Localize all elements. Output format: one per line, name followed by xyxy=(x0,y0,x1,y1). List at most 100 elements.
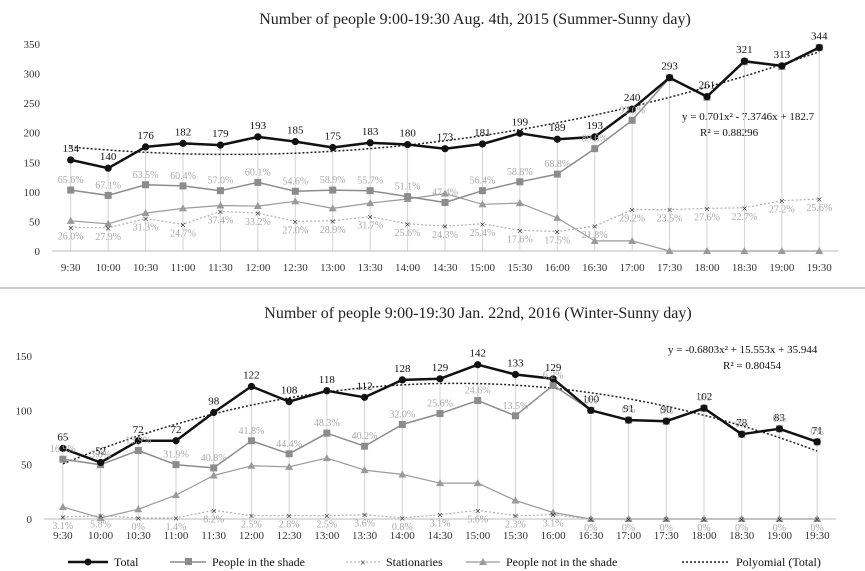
x-tick-label: 17:00 xyxy=(620,262,646,274)
point-stationaries: × xyxy=(814,514,820,526)
point-stationaries: × xyxy=(142,213,148,225)
data-label-total: 176 xyxy=(137,130,154,142)
x-tick-label: 18:00 xyxy=(691,530,717,542)
data-label-total: 129 xyxy=(432,362,449,374)
data-label-stationary-pct: 0% xyxy=(697,523,710,534)
data-label-shade-pct: 31.9% xyxy=(163,450,189,461)
point-total xyxy=(587,406,595,414)
data-label-stationary-pct: 3.1% xyxy=(543,519,564,530)
point-stationaries: × xyxy=(399,513,405,525)
point-stationaries: × xyxy=(361,510,367,522)
point-shade xyxy=(285,450,293,458)
point-not-shade xyxy=(322,454,331,462)
data-label-total: 98 xyxy=(208,396,220,408)
data-label-stationary-pct: 1.4% xyxy=(166,522,187,533)
x-tick-label: 9:30 xyxy=(61,262,81,274)
data-label-shade-pct: 6.2% xyxy=(543,370,564,381)
data-label-stationary-pct: 0% xyxy=(622,523,635,534)
point-total xyxy=(329,143,337,152)
point-shade xyxy=(591,145,599,153)
x-tick-label: 18:30 xyxy=(732,262,758,274)
point-total xyxy=(59,444,67,452)
point-stationaries: × xyxy=(666,205,672,217)
x-tick-label: 16:00 xyxy=(541,530,567,542)
point-total xyxy=(254,133,262,141)
x-tick-label: 14:00 xyxy=(390,530,416,542)
data-label-stationary-pct: 3.1% xyxy=(52,521,73,532)
data-label-total: 293 xyxy=(661,61,678,73)
point-shade xyxy=(398,420,406,428)
point-not-shade xyxy=(511,496,520,504)
x-tick-label: 14:30 xyxy=(432,262,458,274)
point-total xyxy=(360,393,369,401)
point-total xyxy=(366,139,374,147)
point-stationaries: × xyxy=(367,212,373,224)
point-stationaries: × xyxy=(550,510,556,522)
point-shade xyxy=(216,187,224,195)
point-stationaries: × xyxy=(292,216,298,228)
point-shade xyxy=(104,191,112,199)
data-label-total: 102 xyxy=(696,391,713,403)
point-not-shade xyxy=(665,247,674,254)
point-total xyxy=(478,140,487,148)
data-label-shade-pct: 60.1% xyxy=(245,167,271,178)
data-label-shade-pct: 56.4% xyxy=(470,176,496,187)
data-label-stationary-pct: 25.6% xyxy=(395,228,421,239)
point-stationaries: × xyxy=(741,203,747,215)
point-total xyxy=(628,105,636,113)
point-stationaries: × xyxy=(475,505,481,517)
data-label-stationary-pct: 5.6% xyxy=(467,514,488,525)
y-tick-label: 150 xyxy=(16,351,33,363)
data-label-total: 182 xyxy=(175,126,192,138)
legend-marker xyxy=(479,558,487,565)
data-label-stationary-pct: 0.8% xyxy=(392,522,413,533)
point-shade xyxy=(404,193,412,201)
data-label-shade-pct: 44.4% xyxy=(276,439,302,450)
point-shade xyxy=(142,181,150,189)
point-stationaries: × xyxy=(588,514,594,526)
x-tick-label: 19:30 xyxy=(805,530,831,542)
x-tick-label: 16:00 xyxy=(545,262,571,274)
data-label-stationary-pct: 2.5% xyxy=(316,520,337,531)
data-label-stationary-pct: 33.2% xyxy=(245,217,271,228)
data-label-stationary-pct: 25.6% xyxy=(806,203,832,214)
x-tick-label: 13:30 xyxy=(352,530,378,542)
data-label-shade-pct: 63.5% xyxy=(133,170,159,181)
data-label-shade-pct: 65.6% xyxy=(58,175,84,186)
data-label-shade-pct: 40.2% xyxy=(352,431,378,442)
data-label-shade-pct: 0% xyxy=(584,395,597,406)
data-label-total: 65 xyxy=(57,431,69,443)
x-tick-label: 16:30 xyxy=(582,262,608,274)
data-label-stationary-pct: 28.9% xyxy=(320,225,346,236)
data-label-stationary-pct: 2.5% xyxy=(241,520,262,531)
data-label-shade-pct: 0% xyxy=(735,419,748,430)
series-line-stationaries xyxy=(70,198,820,233)
data-label-total: 185 xyxy=(287,125,304,137)
data-label-shade-pct: 51.1% xyxy=(395,182,421,193)
data-label-stationary-pct: 0% xyxy=(660,523,673,534)
data-label-shade-pct: 0% xyxy=(660,406,673,417)
point-total xyxy=(740,57,749,65)
x-tick-label: 17:30 xyxy=(654,530,680,542)
data-label-shade-pct: 58.8% xyxy=(507,167,533,178)
point-total xyxy=(815,43,823,52)
point-shade xyxy=(254,178,262,186)
point-not-shade xyxy=(703,247,711,254)
point-total xyxy=(172,437,180,445)
x-tick-label: 10:00 xyxy=(96,262,122,274)
point-total xyxy=(700,404,708,412)
data-label-shade-pct: 0% xyxy=(810,427,823,438)
data-label-shade-pct: 54.6% xyxy=(282,176,308,187)
data-label-total: 313 xyxy=(774,49,791,61)
data-label-total: 122 xyxy=(243,369,260,381)
point-stationaries: × xyxy=(437,510,443,522)
point-total xyxy=(516,129,524,137)
x-tick-label: 12:00 xyxy=(245,262,271,274)
data-label-total: 240 xyxy=(624,92,641,104)
point-total xyxy=(67,156,75,164)
x-tick-label: 10:00 xyxy=(88,530,114,542)
point-not-shade xyxy=(441,189,449,197)
data-label-shade-pct: 58.9% xyxy=(320,175,346,186)
point-not-shade xyxy=(473,479,482,487)
